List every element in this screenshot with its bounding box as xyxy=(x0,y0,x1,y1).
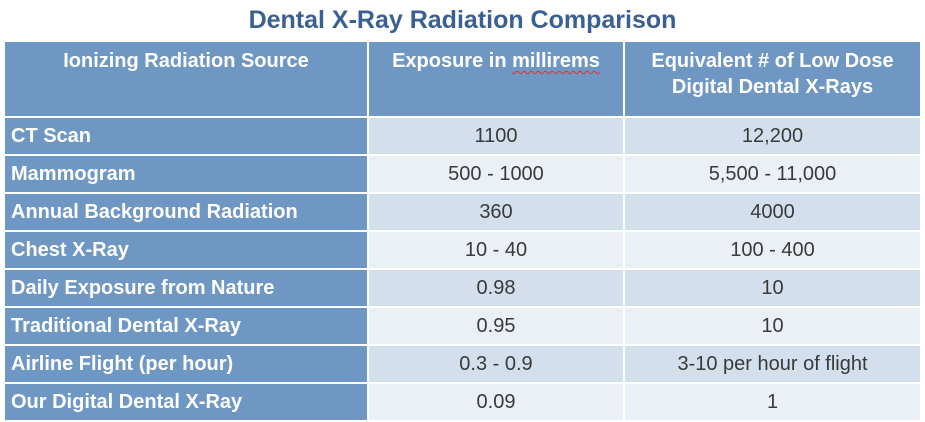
table-row: Airline Flight (per hour) 0.3 - 0.9 3-10… xyxy=(3,344,922,384)
row-exposure: 500 - 1000 xyxy=(367,154,625,194)
row-equivalent: 10 xyxy=(623,268,922,308)
row-source: Annual Background Radiation xyxy=(3,192,369,232)
header-exposure: Exposure in millirems xyxy=(367,40,625,118)
row-source: CT Scan xyxy=(3,116,369,156)
table-row: Traditional Dental X-Ray 0.95 10 xyxy=(3,306,922,346)
header-equivalent-line2: Digital Dental X-Rays xyxy=(671,76,874,98)
row-exposure: 0.95 xyxy=(367,306,625,346)
row-source: Traditional Dental X-Ray xyxy=(3,306,369,346)
row-exposure: 0.09 xyxy=(367,382,625,422)
row-exposure: 10 - 40 xyxy=(367,230,625,270)
table-title: Dental X-Ray Radiation Comparison xyxy=(248,6,677,34)
table-row: Daily Exposure from Nature 0.98 10 xyxy=(3,268,922,308)
row-equivalent: 3-10 per hour of flight xyxy=(623,344,922,384)
row-equivalent: 4000 xyxy=(623,192,922,232)
row-source: Chest X-Ray xyxy=(3,230,369,270)
table-row: Our Digital Dental X-Ray 0.09 1 xyxy=(3,382,922,422)
row-source: Airline Flight (per hour) xyxy=(3,344,369,384)
row-equivalent: 10 xyxy=(623,306,922,346)
row-exposure: 1100 xyxy=(367,116,625,156)
row-equivalent: 5,500 - 11,000 xyxy=(623,154,922,194)
header-equivalent: Equivalent # of Low Dose Digital Dental X… xyxy=(623,40,922,118)
radiation-comparison-table: Ionizing Radiation Source Exposure in mi… xyxy=(3,40,922,422)
table-row: CT Scan 1100 12,200 xyxy=(3,116,922,156)
row-equivalent: 1 xyxy=(623,382,922,422)
row-source: Daily Exposure from Nature xyxy=(3,268,369,308)
table-row: Chest X-Ray 10 - 40 100 - 400 xyxy=(3,230,922,270)
row-equivalent: 100 - 400 xyxy=(623,230,922,270)
header-source: Ionizing Radiation Source xyxy=(3,40,369,118)
row-equivalent: 12,200 xyxy=(623,116,922,156)
header-exposure-unit: millirems xyxy=(512,50,600,72)
row-exposure: 360 xyxy=(367,192,625,232)
header-row: Ionizing Radiation Source Exposure in mi… xyxy=(3,40,922,118)
table-row: Mammogram 500 - 1000 5,500 - 11,000 xyxy=(3,154,922,194)
table-row: Annual Background Radiation 360 4000 xyxy=(3,192,922,232)
header-exposure-prefix: Exposure in xyxy=(392,50,513,72)
header-equivalent-line1: Equivalent # of Low Dose xyxy=(651,50,894,72)
row-source: Mammogram xyxy=(3,154,369,194)
row-exposure: 0.3 - 0.9 xyxy=(367,344,625,384)
row-source: Our Digital Dental X-Ray xyxy=(3,382,369,422)
row-exposure: 0.98 xyxy=(367,268,625,308)
